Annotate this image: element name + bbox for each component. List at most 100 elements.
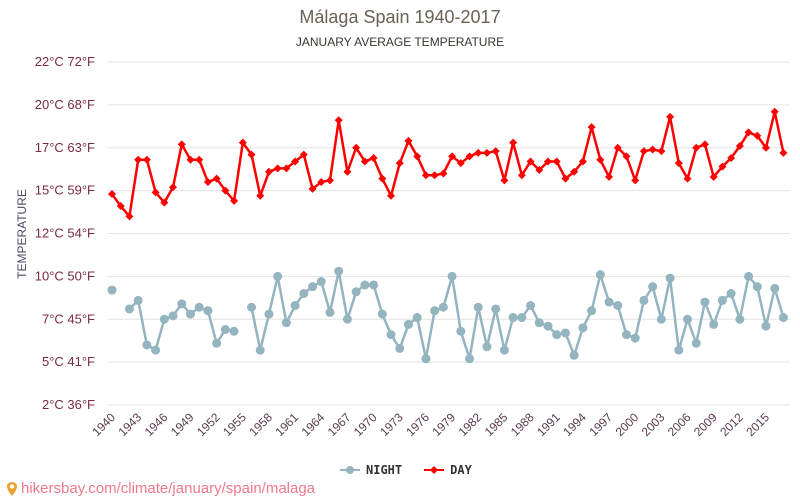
day-data-point xyxy=(709,172,718,181)
night-data-point xyxy=(255,345,265,355)
y-tick-label: 22°C 72°F xyxy=(35,54,95,69)
day-data-point xyxy=(221,186,230,195)
day-data-point xyxy=(605,172,614,181)
day-data-point xyxy=(256,191,265,200)
legend: NIGHT DAY xyxy=(340,463,472,477)
x-tick-label: 2000 xyxy=(613,410,642,439)
day-data-point xyxy=(666,112,675,121)
night-data-point xyxy=(526,301,536,311)
x-tick-label: 1946 xyxy=(142,410,171,439)
legend-item-night[interactable]: NIGHT xyxy=(340,463,402,477)
day-data-point xyxy=(622,152,631,161)
night-data-point xyxy=(648,282,658,292)
day-data-point xyxy=(474,148,483,157)
x-tick-label: 2015 xyxy=(743,410,772,439)
day-data-point xyxy=(683,174,692,183)
day-data-point xyxy=(369,154,378,163)
night-data-point xyxy=(595,270,605,280)
night-data-point xyxy=(124,304,134,314)
x-tick-label: 1955 xyxy=(220,410,249,439)
night-data-point xyxy=(430,306,440,316)
y-tick-label: 2°C 36°F xyxy=(42,397,95,412)
x-tick-label: 2009 xyxy=(691,410,720,439)
night-data-point xyxy=(151,345,161,355)
night-data-point xyxy=(299,289,309,299)
day-data-point xyxy=(291,157,300,166)
night-data-point xyxy=(499,345,509,355)
x-tick-label: 2003 xyxy=(639,410,668,439)
night-data-point xyxy=(508,313,518,323)
day-data-point xyxy=(169,183,178,192)
night-data-point xyxy=(247,302,257,312)
day-data-point xyxy=(108,190,116,199)
day-data-point xyxy=(212,174,221,183)
day-data-point xyxy=(700,140,709,149)
night-data-point xyxy=(386,330,396,340)
day-data-point xyxy=(186,155,195,164)
night-data-point xyxy=(308,282,318,292)
night-data-point xyxy=(377,309,387,319)
day-data-point xyxy=(299,150,308,159)
night-data-point xyxy=(552,330,562,340)
x-tick-label: 1958 xyxy=(246,410,275,439)
day-data-point xyxy=(264,167,273,176)
x-tick-label: 1964 xyxy=(299,410,328,439)
x-tick-label: 1979 xyxy=(429,410,458,439)
day-data-point xyxy=(238,138,247,147)
day-data-point xyxy=(273,164,282,173)
day-data-point xyxy=(387,191,396,200)
x-tick-label: 1940 xyxy=(89,410,118,439)
legend-item-day[interactable]: DAY xyxy=(424,463,472,477)
day-data-point xyxy=(648,145,657,154)
night-data-point xyxy=(639,295,649,305)
day-data-point xyxy=(448,152,457,161)
day-data-point xyxy=(334,116,343,125)
night-data-point xyxy=(569,350,579,360)
watermark-link[interactable]: hikersbay.com/climate/january/spain/mala… xyxy=(6,480,315,497)
chart-title: Málaga Spain 1940-2017 xyxy=(299,7,501,27)
day-data-point xyxy=(517,171,526,180)
night-data-point xyxy=(778,313,788,323)
day-series-line xyxy=(110,110,785,218)
day-data-point xyxy=(526,157,535,166)
night-marker-icon xyxy=(340,466,360,474)
day-data-point xyxy=(674,159,683,168)
night-data-point xyxy=(290,301,300,311)
day-data-point xyxy=(360,157,369,166)
day-data-point xyxy=(570,167,579,176)
day-data-point xyxy=(308,184,317,193)
day-data-point xyxy=(203,178,212,187)
day-data-point xyxy=(282,164,291,173)
day-data-point xyxy=(116,202,125,211)
night-data-point xyxy=(412,313,422,323)
day-data-point xyxy=(578,157,587,166)
day-data-point xyxy=(779,148,788,157)
day-data-point xyxy=(151,188,160,197)
night-data-point xyxy=(465,354,475,364)
night-data-point xyxy=(560,328,570,338)
night-data-point xyxy=(351,287,361,297)
night-data-point xyxy=(456,326,466,336)
day-data-point xyxy=(430,171,439,180)
night-data-point xyxy=(604,297,614,307)
y-tick-label: 5°C 41°F xyxy=(42,354,95,369)
night-data-point xyxy=(770,283,780,293)
x-tick-label: 1976 xyxy=(403,410,432,439)
night-data-point xyxy=(281,318,291,328)
night-data-point xyxy=(403,319,413,329)
day-data-point xyxy=(770,107,779,116)
night-data-point xyxy=(264,309,274,319)
night-data-point xyxy=(194,302,204,312)
night-data-point xyxy=(761,321,771,331)
night-data-point xyxy=(342,314,352,324)
night-data-point xyxy=(482,342,492,352)
night-data-point xyxy=(674,345,684,355)
day-data-point xyxy=(552,157,561,166)
watermark-text: hikersbay.com/climate/january/spain/mala… xyxy=(21,480,316,497)
night-data-point xyxy=(185,309,195,319)
night-data-point xyxy=(177,299,187,309)
day-data-point xyxy=(142,155,151,164)
day-data-point xyxy=(535,166,544,175)
day-data-point xyxy=(639,147,648,156)
y-tick-label: 10°C 50°F xyxy=(35,268,95,283)
